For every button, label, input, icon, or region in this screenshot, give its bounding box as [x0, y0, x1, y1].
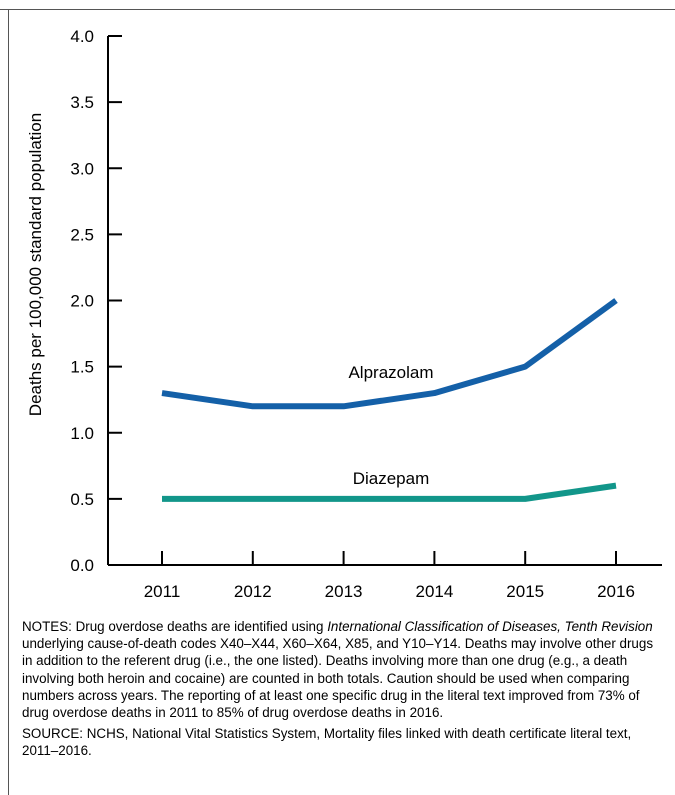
source-paragraph: SOURCE: NCHS, National Vital Statistics … [22, 726, 632, 759]
series-line-diazepam [162, 482, 617, 502]
series-label-diazepam: Diazepam [353, 469, 430, 488]
y-axis-title: Deaths per 100,000 standard population [26, 113, 45, 416]
notes-classification-title: International Classification of Diseases… [327, 619, 653, 634]
y-tick-label: 1.0 [70, 424, 94, 443]
y-tick-label: 1.5 [70, 358, 94, 377]
y-tick-label: 3.0 [70, 159, 94, 178]
frame-top-border [0, 9, 675, 10]
x-tick-label: 2014 [415, 582, 453, 601]
footnotes: NOTES: Drug overdose deaths are identifi… [22, 618, 662, 764]
series-layer [161, 298, 618, 502]
x-tick-label: 2016 [597, 582, 635, 601]
y-tick-label: 2.5 [70, 225, 94, 244]
x-tick-label: 2015 [506, 582, 544, 601]
y-tick-label: 0.0 [70, 556, 94, 575]
y-tick-label: 2.0 [70, 292, 94, 311]
y-axis-title-group: Deaths per 100,000 standard population [26, 113, 45, 416]
frame-left-border [8, 9, 9, 795]
series-label-alprazolam: Alprazolam [348, 363, 433, 382]
series-line-alprazolam [161, 298, 618, 410]
y-tick-label: 3.5 [70, 93, 94, 112]
axes: 0.0 0.5 1.0 1.5 2.0 2.5 3.0 3.5 4.0 2011 2012 2013 2… [70, 27, 662, 601]
notes-paragraph: NOTES: Drug overdose deaths are identifi… [22, 618, 662, 721]
x-tick-label: 2011 [144, 582, 181, 601]
labels-layer: Alprazolam Diazepam [348, 363, 433, 488]
y-tick-label: 0.5 [70, 490, 94, 509]
notes-prefix: NOTES: Drug overdose deaths are identifi… [22, 619, 328, 634]
x-tick-label: 2012 [234, 582, 272, 601]
x-tick-label: 2013 [325, 582, 363, 601]
line-chart: Deaths per 100,000 standard population 0… [26, 27, 662, 601]
y-tick-label: 4.0 [70, 27, 94, 46]
notes-suffix: underlying cause-of-death codes X40–X44,… [22, 636, 654, 721]
